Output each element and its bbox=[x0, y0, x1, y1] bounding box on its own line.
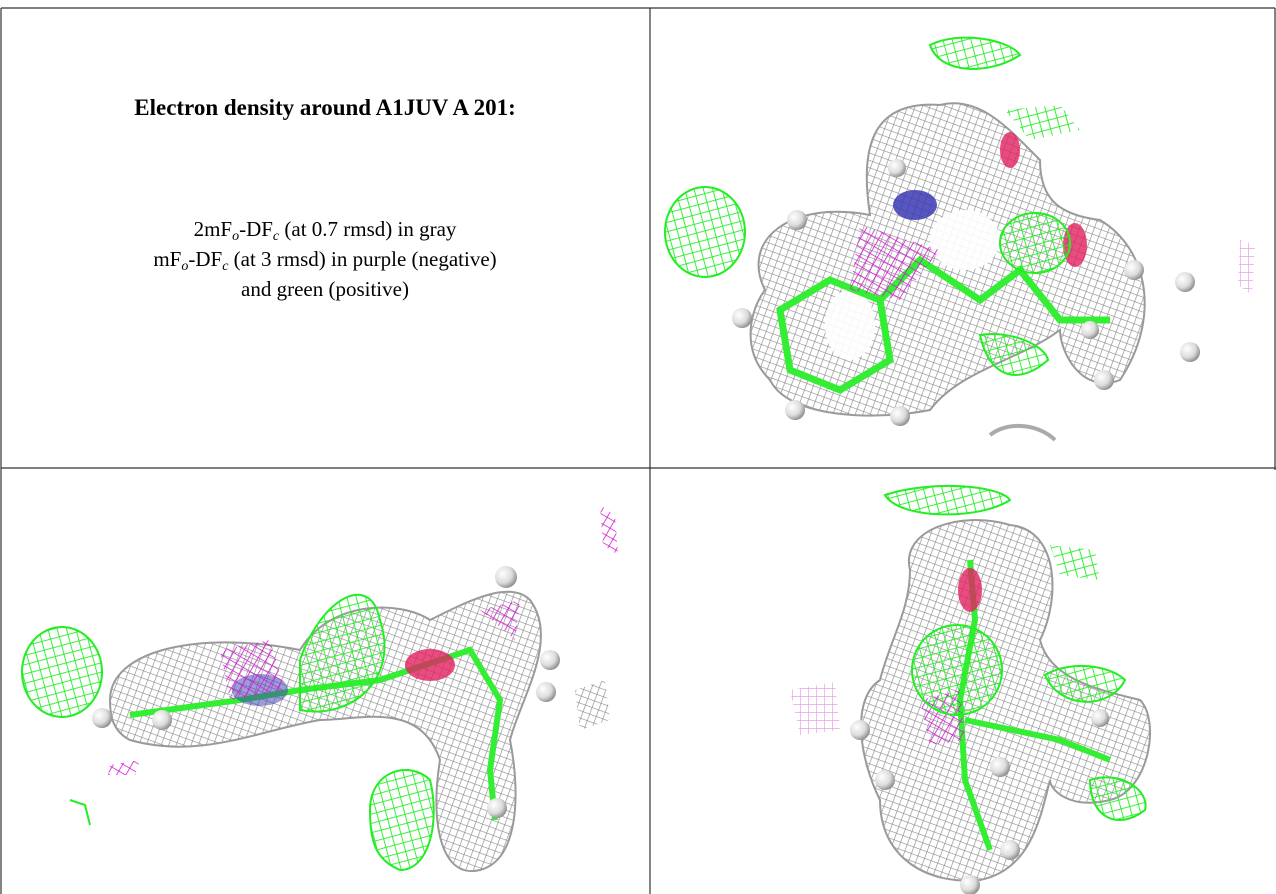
subscript: c bbox=[222, 259, 229, 274]
legend-text: mF bbox=[153, 247, 182, 271]
legend-text: and green (positive) bbox=[241, 277, 409, 301]
subscript: c bbox=[272, 229, 280, 244]
subscript: o bbox=[181, 259, 189, 274]
table-lines bbox=[0, 7, 1276, 894]
legend-text: (at 0.7 rmsd) in gray bbox=[279, 217, 457, 241]
density-view-1 bbox=[664, 36, 1255, 442]
density-view-3 bbox=[790, 484, 1151, 894]
legend-text: -DF bbox=[239, 217, 273, 241]
legend-line: 2mFo-DFc (at 0.7 rmsd) in gray bbox=[0, 214, 650, 244]
density-view-2 bbox=[21, 505, 618, 873]
figure-title: Electron density around A1JUV A 201: bbox=[134, 95, 516, 120]
legend-line: and green (positive) bbox=[0, 274, 650, 304]
legend-text: (at 3 rmsd) in purple (negative) bbox=[228, 247, 497, 271]
subscript: o bbox=[232, 229, 240, 244]
legend: 2mFo-DFc (at 0.7 rmsd) in gray mFo-DFc (a… bbox=[0, 214, 650, 304]
legend-text: 2mF bbox=[193, 217, 233, 241]
legend-line: mFo-DFc (at 3 rmsd) in purple (negative) bbox=[0, 244, 650, 274]
legend-text: -DF bbox=[188, 247, 223, 271]
